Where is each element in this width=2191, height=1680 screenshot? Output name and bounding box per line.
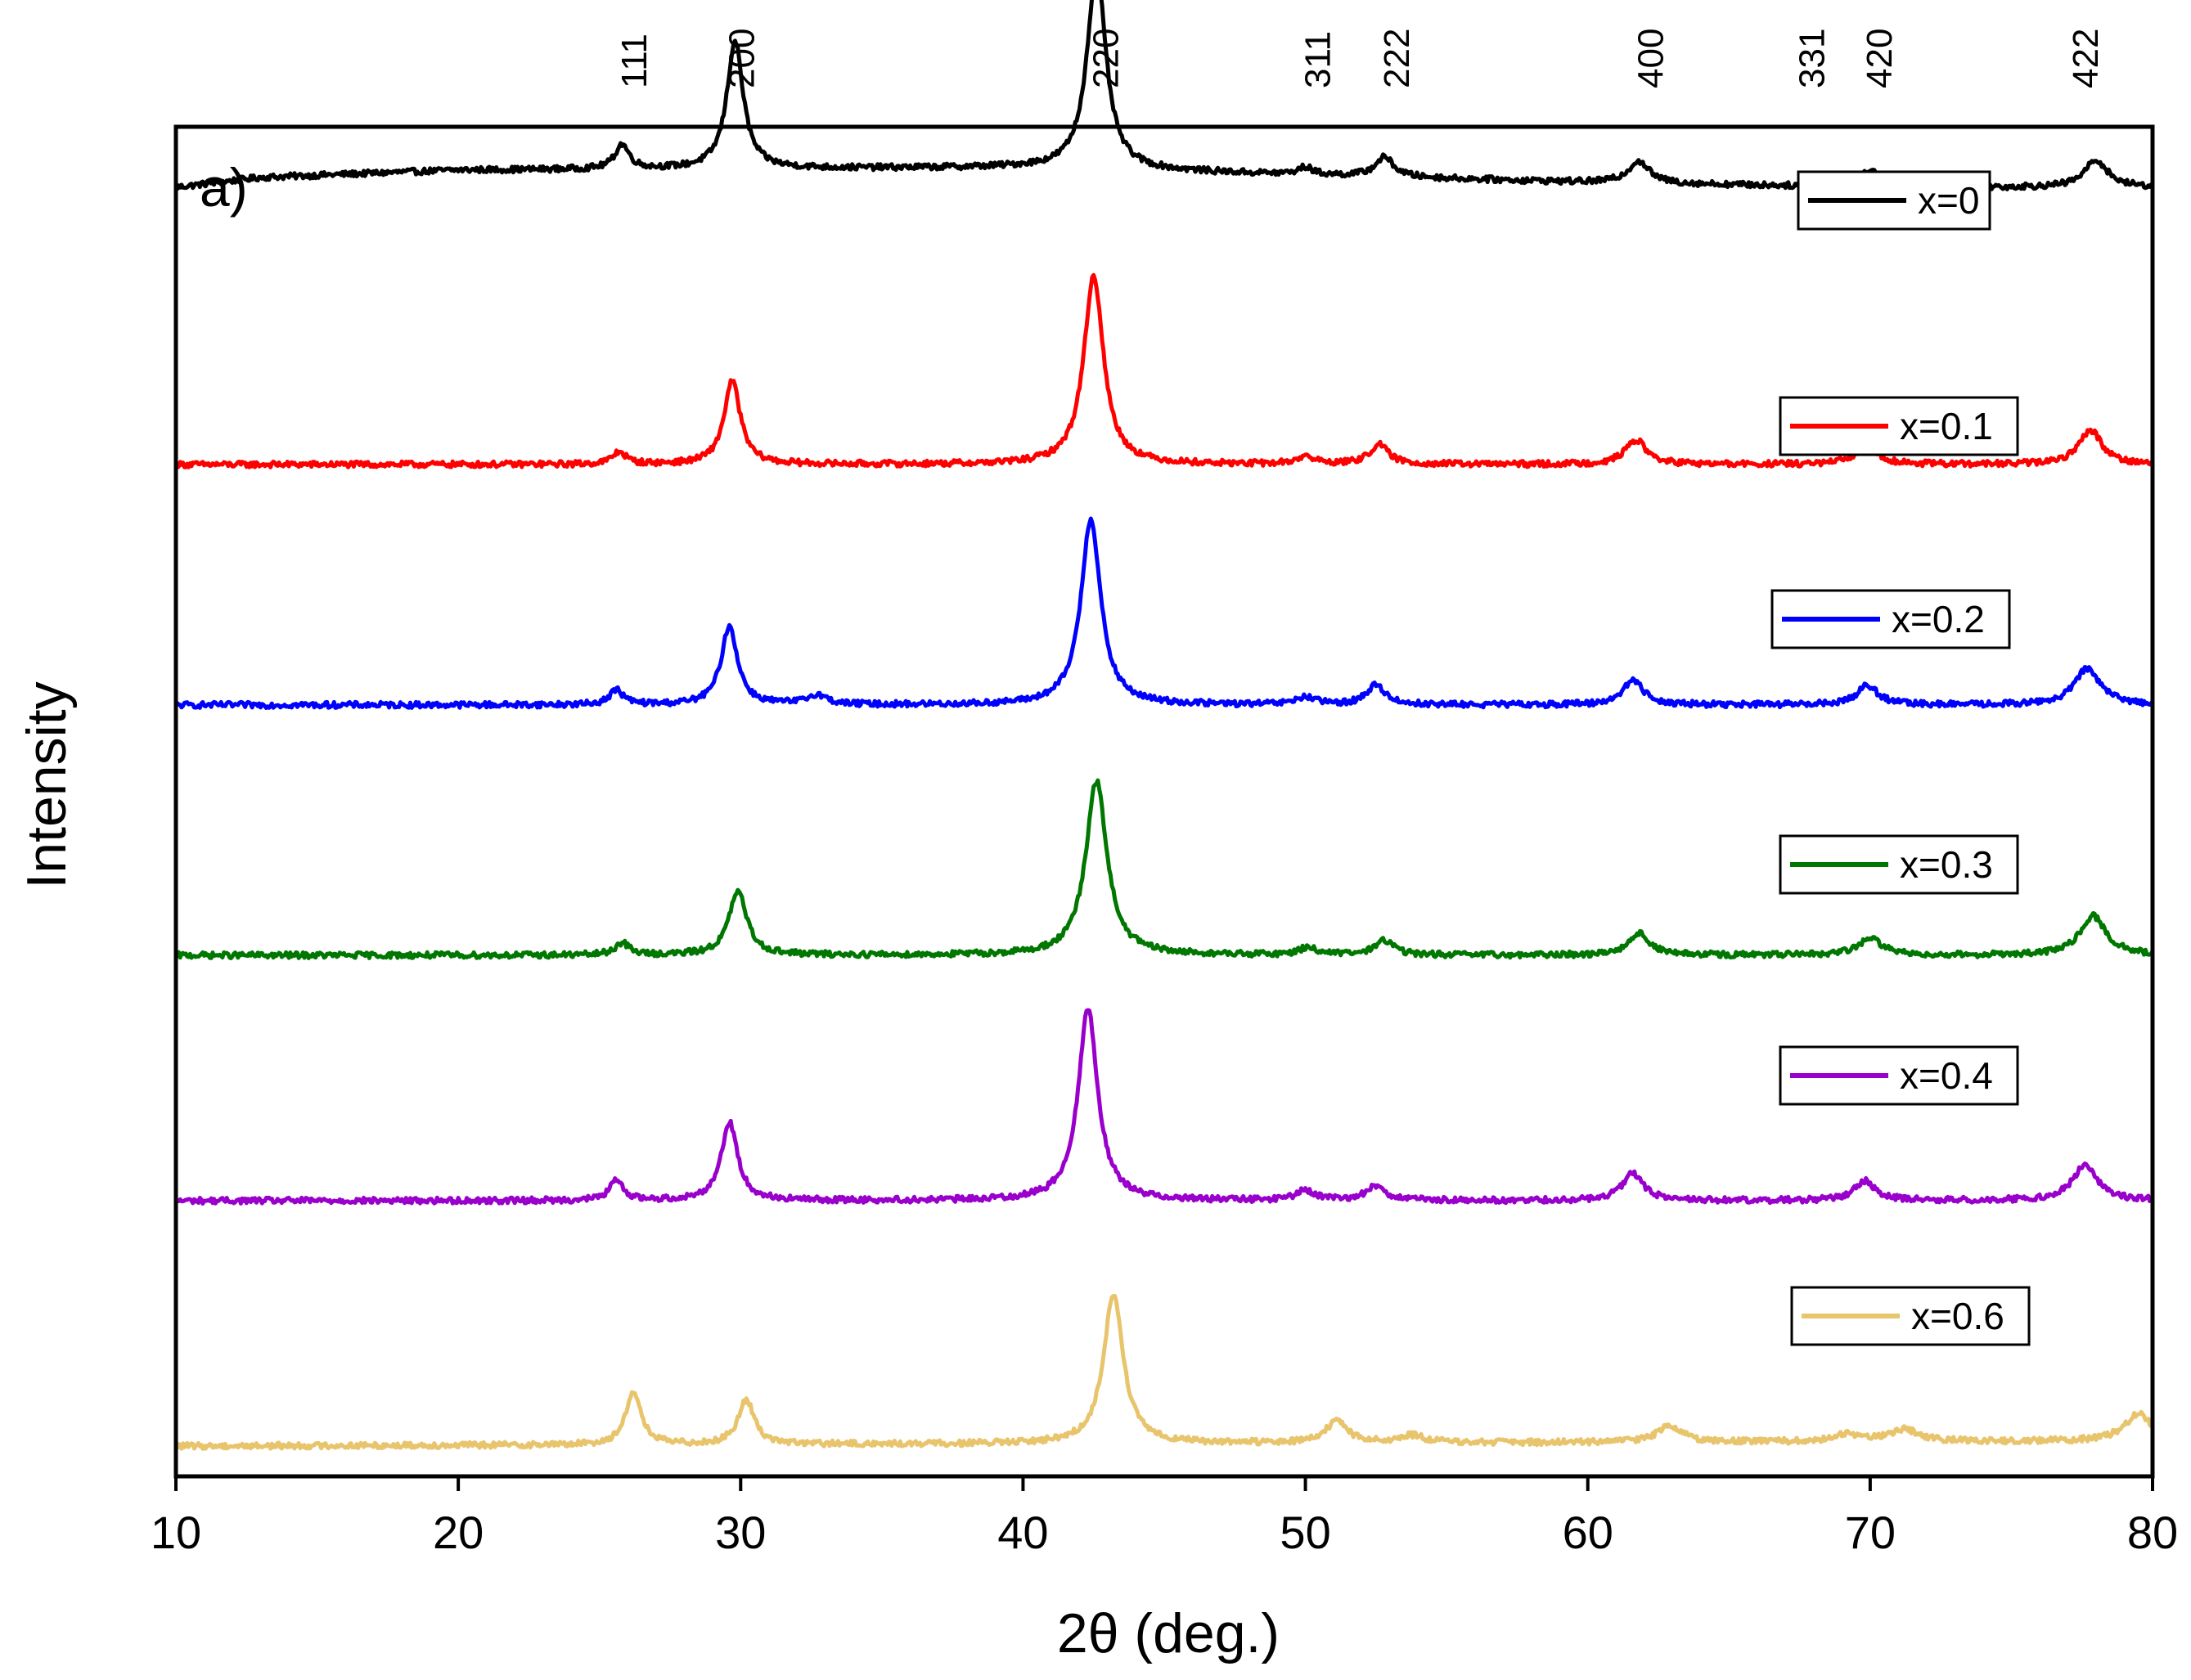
x-tick-label: 60 bbox=[1563, 1507, 1613, 1558]
miller-index-222: 222 bbox=[1377, 29, 1417, 88]
miller-index-331: 331 bbox=[1792, 29, 1832, 88]
miller-index-111: 111 bbox=[614, 34, 655, 88]
series-line-x=0.4 bbox=[173, 1008, 2155, 1206]
x-axis: 10 20 30 40 50 60 70 80 bbox=[151, 1476, 2178, 1558]
legend-label: x=0.4 bbox=[1900, 1054, 1993, 1097]
legend-label: x=0.3 bbox=[1900, 843, 1993, 886]
x-tick-label: 20 bbox=[433, 1507, 484, 1558]
series-line-x=0 bbox=[173, 0, 2153, 192]
series-line-x=0.1 bbox=[173, 272, 2154, 469]
miller-index-labels: 111 200 220 311 222 400 331 420 422 bbox=[614, 29, 2106, 88]
legend-label: x=0.1 bbox=[1900, 405, 1993, 447]
miller-index-400: 400 bbox=[1631, 29, 1671, 88]
miller-index-220: 220 bbox=[1087, 29, 1127, 88]
legend-label: x=0.2 bbox=[1892, 598, 1985, 640]
x-tick-label: 10 bbox=[151, 1507, 201, 1558]
panel-label: a) bbox=[200, 157, 248, 218]
y-axis-title: Intensity bbox=[16, 681, 78, 888]
x-tick-label: 70 bbox=[1845, 1507, 1896, 1558]
legend-label: x=0 bbox=[1918, 179, 1979, 222]
miller-index-311: 311 bbox=[1298, 31, 1338, 88]
legend-entry-x=0.6: x=0.6 bbox=[1790, 1286, 2031, 1346]
miller-index-200: 200 bbox=[722, 29, 762, 88]
legend-entry-x=0.4: x=0.4 bbox=[1779, 1045, 2019, 1106]
x-tick-label: 30 bbox=[715, 1507, 766, 1558]
x-tick-label: 80 bbox=[2127, 1507, 2178, 1558]
miller-index-420: 420 bbox=[1860, 29, 1900, 88]
plot-frame bbox=[173, 124, 2155, 1479]
series-line-x=0.6 bbox=[173, 1294, 2155, 1451]
legend-entry-x=0.3: x=0.3 bbox=[1779, 834, 2019, 895]
legend-entry-x=0.2: x=0.2 bbox=[1770, 589, 2011, 649]
miller-index-422: 422 bbox=[2066, 29, 2106, 88]
x-tick-label: 50 bbox=[1280, 1507, 1330, 1558]
legend-entry-x=0: x=0 bbox=[1797, 170, 1991, 231]
x-tick-label: 40 bbox=[997, 1507, 1048, 1558]
legend-box bbox=[1779, 1045, 2019, 1106]
series-line-x=0.3 bbox=[174, 778, 2155, 960]
legend-box bbox=[1770, 589, 2011, 649]
legend-label: x=0.6 bbox=[1911, 1295, 2004, 1337]
x-axis-title: 2θ (deg.) bbox=[1057, 1602, 1280, 1664]
series-line-x=0.2 bbox=[175, 516, 2154, 710]
legend-boxes: x=0 x=0.1 x=0.2 x=0.3 x=0.4 x=0.6 bbox=[1770, 170, 2031, 1346]
legend-entry-x=0.1: x=0.1 bbox=[1779, 396, 2019, 456]
